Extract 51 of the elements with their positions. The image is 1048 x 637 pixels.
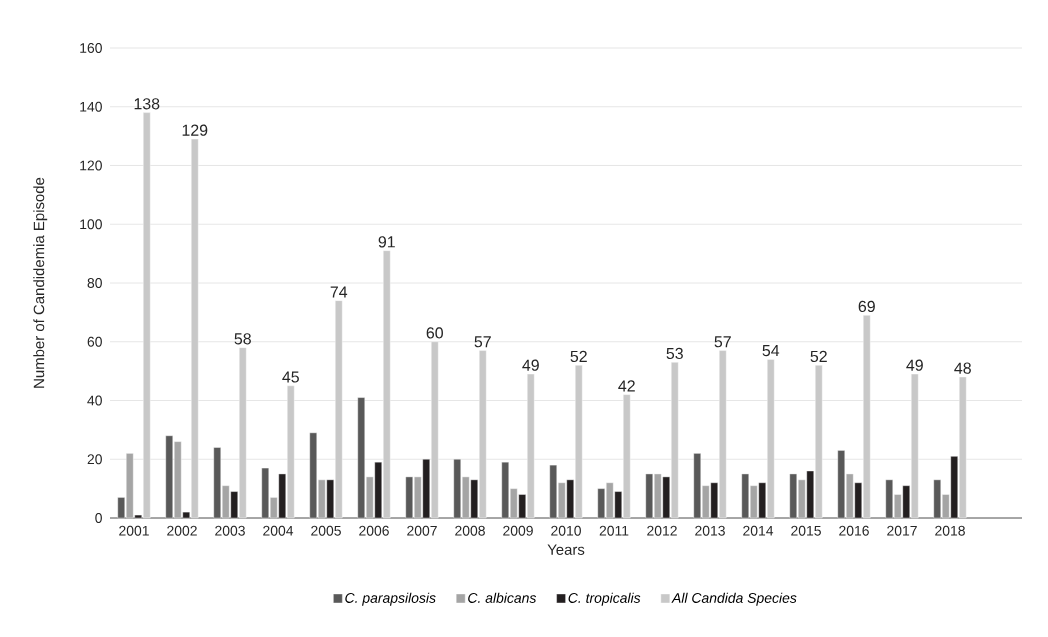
x-tick-label: 2016 <box>839 525 869 536</box>
data-label: 74 <box>330 286 348 298</box>
legend-label: All Candida Species <box>671 592 797 606</box>
y-tick-label: 80 <box>87 278 102 288</box>
data-label: 52 <box>810 350 827 363</box>
y-tick-label: 20 <box>87 454 102 465</box>
x-tick-label: 2006 <box>359 525 389 536</box>
y-tick-label: 0 <box>95 513 102 523</box>
data-label: 58 <box>234 333 251 345</box>
legend-label: C. parapsilosis <box>345 592 436 606</box>
x-tick-label: 2003 <box>215 525 245 536</box>
y-tick-label: 120 <box>80 160 102 171</box>
data-label: 91 <box>378 236 395 248</box>
y-tick-label: 100 <box>80 219 102 230</box>
data-label: 49 <box>906 359 923 371</box>
x-tick-label: 2005 <box>311 525 341 536</box>
x-axis-title: Years <box>547 544 585 555</box>
data-label: 69 <box>858 300 875 313</box>
x-tick-label: 2011 <box>599 525 629 536</box>
data-label: 129 <box>182 124 208 136</box>
x-tick-label: 2002 <box>167 525 197 536</box>
data-label: 49 <box>522 359 539 371</box>
x-tick-label: 2015 <box>791 525 821 536</box>
x-tick-label: 2008 <box>455 525 485 536</box>
x-tick-label: 2007 <box>407 525 437 536</box>
x-tick-label: 2017 <box>887 525 917 536</box>
data-label: 53 <box>666 347 683 360</box>
legend-label: C. albicans <box>468 592 537 603</box>
x-tick-label: 2001 <box>119 525 149 536</box>
data-label: 57 <box>474 336 491 348</box>
data-label: 52 <box>570 350 587 363</box>
data-label: 54 <box>762 345 780 357</box>
x-tick-label: 2009 <box>503 525 533 536</box>
x-tick-label: 2018 <box>935 525 965 536</box>
x-tick-label: 2004 <box>263 525 294 536</box>
x-tick-label: 2013 <box>695 525 725 536</box>
y-tick-label: 60 <box>87 336 102 347</box>
data-label: 138 <box>134 98 160 110</box>
x-tick-label: 2012 <box>647 525 677 536</box>
y-tick-label: 140 <box>80 101 102 112</box>
data-label: 60 <box>426 327 443 339</box>
y-tick-label: 40 <box>87 395 102 406</box>
data-label: 45 <box>282 371 299 383</box>
data-label: 42 <box>618 380 635 392</box>
x-tick-label: 2010 <box>551 525 581 536</box>
x-tick-label: 2014 <box>743 525 774 536</box>
y-tick-label: 160 <box>80 43 102 53</box>
y-axis-title: Number of Candidemia Episode <box>33 177 48 388</box>
data-label: 57 <box>714 336 731 348</box>
legend-label: C. tropicalis <box>568 592 641 606</box>
data-label: 48 <box>954 362 971 374</box>
